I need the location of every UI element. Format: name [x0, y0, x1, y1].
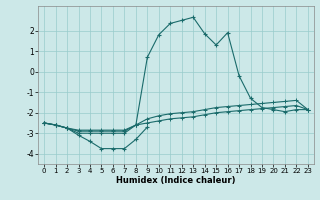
X-axis label: Humidex (Indice chaleur): Humidex (Indice chaleur) — [116, 176, 236, 185]
